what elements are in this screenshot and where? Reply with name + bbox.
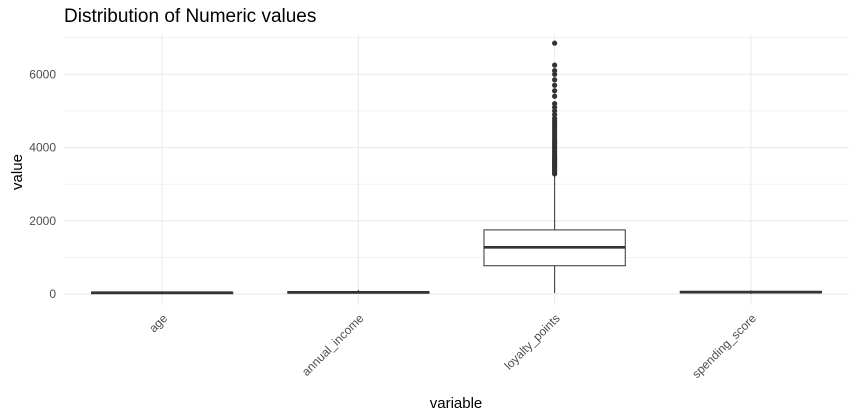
outlier-point bbox=[552, 68, 558, 74]
grid-layer bbox=[64, 34, 849, 305]
x-tick-label: loyalty_points bbox=[501, 311, 562, 372]
outlier-point bbox=[552, 71, 558, 77]
x-tick-label: annual_income bbox=[299, 311, 367, 379]
label-layer: 0 2000 4000 6000 age annual_income loyalty_poi… bbox=[29, 67, 759, 381]
outlier-point bbox=[552, 100, 558, 107]
box-spending_score bbox=[679, 290, 823, 294]
box-annual_income bbox=[287, 289, 430, 294]
outlier-point bbox=[552, 93, 558, 99]
outlier-point bbox=[552, 62, 558, 68]
outlier-point bbox=[552, 88, 558, 94]
x-tick-label: spending_score bbox=[689, 311, 759, 381]
outlier-point bbox=[552, 111, 558, 118]
box-layer bbox=[90, 40, 823, 295]
x-axis-title: variable bbox=[430, 395, 483, 412]
y-tick-label: 2000 bbox=[29, 214, 56, 228]
outlier-point bbox=[552, 77, 558, 83]
outlier-point bbox=[552, 115, 558, 121]
chart-title: Distribution of Numeric values bbox=[64, 6, 317, 27]
outlier-point bbox=[552, 82, 558, 88]
x-tick-label: age bbox=[146, 311, 170, 335]
outlier-point bbox=[552, 40, 558, 46]
outlier-point bbox=[552, 104, 558, 110]
outlier-point bbox=[552, 108, 558, 114]
box-age bbox=[90, 291, 234, 295]
y-tick-label: 6000 bbox=[29, 67, 56, 81]
y-tick-label: 4000 bbox=[29, 141, 56, 155]
y-tick-label: 0 bbox=[49, 287, 56, 301]
y-axis-title: value bbox=[9, 154, 26, 190]
box-loyalty_points bbox=[483, 40, 626, 294]
